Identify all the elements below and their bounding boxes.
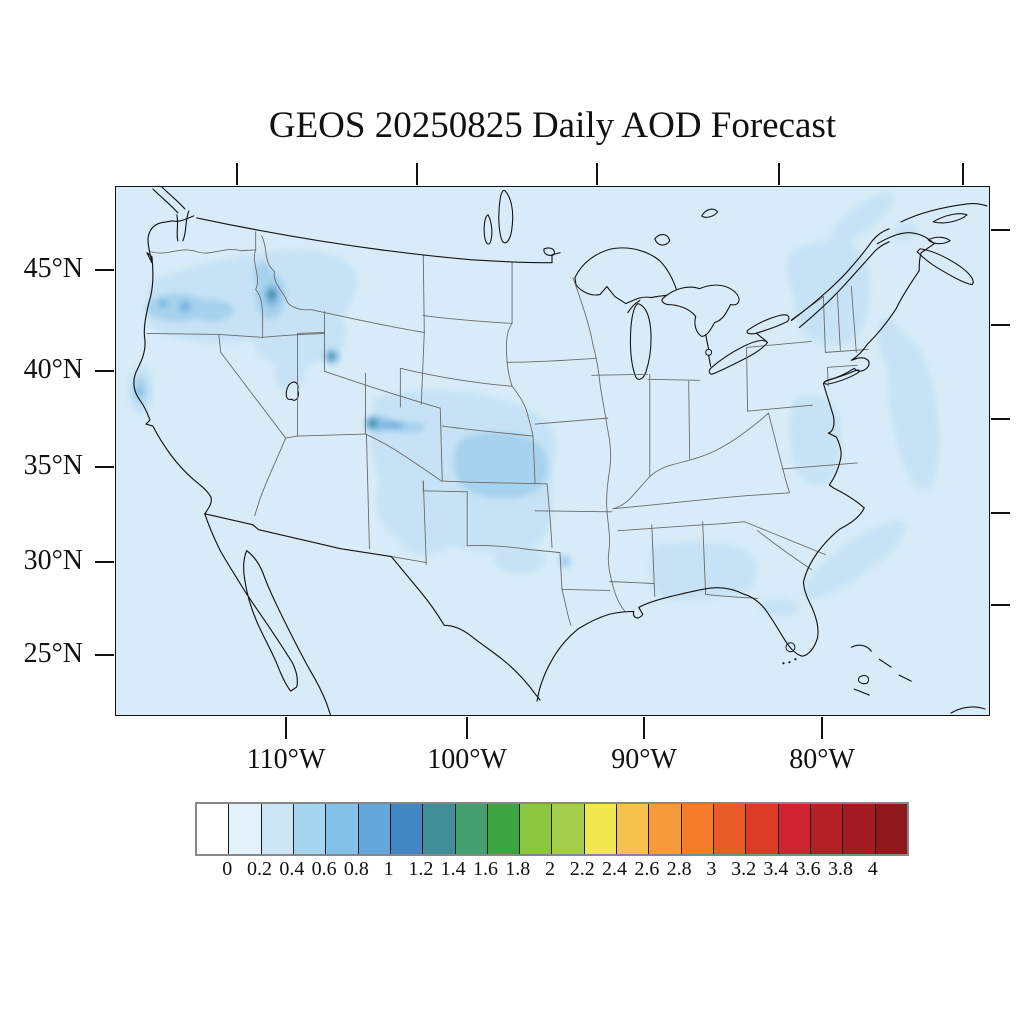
map-canvas — [127, 187, 988, 715]
colorbar-tick-label: 1.4 — [440, 858, 466, 880]
colorbar-box — [874, 804, 907, 854]
lat-tick-left — [95, 654, 114, 656]
lon-tick-bottom — [285, 717, 287, 739]
lat-tick-right — [991, 229, 1010, 231]
colorbar-box — [809, 804, 843, 854]
colorbar-box — [292, 804, 326, 854]
lakes-layer — [285, 189, 974, 685]
lat-tick-right — [991, 418, 1010, 420]
colorbar-box — [519, 804, 552, 854]
lon-tick-top — [962, 163, 964, 185]
colorbar-box — [357, 804, 390, 854]
colorbar-tick-label: 0.2 — [247, 858, 273, 880]
lon-tick-top — [416, 163, 418, 185]
colorbar-tick-label: 1.8 — [505, 858, 531, 880]
colorbar-box — [745, 804, 778, 854]
colorbar-tick-label: 3.6 — [795, 858, 821, 880]
lat-label: 30°N — [23, 545, 83, 576]
colorbar-box — [777, 804, 810, 854]
colorbar-box — [648, 804, 681, 854]
lon-label: 110°W — [246, 744, 326, 775]
colorbar-tick-label: 0.4 — [279, 858, 305, 880]
colorbar-tick-label: 0 — [222, 858, 233, 880]
lon-tick-bottom — [821, 717, 823, 739]
lat-tick-right — [991, 512, 1010, 514]
lon-tick-bottom — [643, 717, 645, 739]
colorbar-tick-label: 3 — [706, 858, 717, 880]
colorbar-tick-label: 3.4 — [763, 858, 789, 880]
colorbar-box — [454, 804, 487, 854]
lat-tick-left — [95, 466, 114, 468]
colorbar-box — [228, 804, 261, 854]
colorbar-tick-label: 1.6 — [472, 858, 498, 880]
us-aod-map — [115, 186, 990, 716]
lat-tick-left — [95, 370, 114, 372]
colorbar-box — [616, 804, 649, 854]
colorbar-box — [583, 804, 617, 854]
lon-tick-top — [778, 163, 780, 185]
colorbar-tick-label: 2 — [545, 858, 555, 880]
lon-tick-top — [596, 163, 598, 185]
lat-label: 25°N — [23, 638, 83, 669]
colorbar-box — [680, 804, 713, 854]
colorbar-tick-label: 0.8 — [343, 858, 369, 880]
aod-plume-layer — [127, 192, 940, 617]
lon-label: 80°W — [789, 744, 855, 775]
lat-tick-left — [95, 269, 114, 271]
coastline-layer — [133, 187, 988, 715]
colorbar-box — [551, 804, 584, 854]
aod-colorbar — [195, 802, 909, 856]
lat-tick-left — [95, 561, 114, 563]
colorbar-box — [389, 804, 423, 854]
colorbar-tick-label: 3.2 — [731, 858, 757, 880]
lat-label: 45°N — [23, 253, 83, 284]
colorbar-tick-label: 2.6 — [634, 858, 660, 880]
colorbar-tick-label: 4 — [867, 858, 878, 880]
colorbar-tick-labels: 0 0.2 0.4 0.6 0.8 1 1.2 1.4 1.6 1.8 2 2.2 2.4 2.6 2.8 3… — [195, 857, 905, 883]
colorbar-tick-label: 2.4 — [602, 858, 628, 880]
colorbar-box — [486, 804, 520, 854]
lat-label: 35°N — [23, 450, 83, 481]
colorbar-tick-label: 1.2 — [408, 858, 434, 880]
lon-label: 100°W — [427, 744, 507, 775]
colorbar-box — [842, 804, 875, 854]
lon-tick-bottom — [466, 717, 468, 739]
colorbar-box — [422, 804, 455, 854]
colorbar-tick-label: 1 — [383, 858, 394, 880]
colorbar-tick-label: 2.8 — [666, 858, 692, 880]
page-title: GEOS 20250825 Daily AOD Forecast — [268, 105, 837, 146]
colorbar-tick-label: 3.8 — [827, 858, 853, 880]
colorbar-tick-label: 2.2 — [569, 858, 595, 880]
colorbar-box — [325, 804, 358, 854]
lat-label: 40°N — [23, 354, 83, 385]
colorbar-box — [260, 804, 293, 854]
lat-tick-right — [991, 604, 1010, 606]
colorbar-tick-label: 0.6 — [311, 858, 337, 880]
lon-tick-top — [236, 163, 238, 185]
lat-tick-right — [991, 324, 1010, 326]
colorbar-box — [713, 804, 746, 854]
colorbar-box — [197, 804, 229, 854]
lon-label: 90°W — [611, 744, 677, 775]
